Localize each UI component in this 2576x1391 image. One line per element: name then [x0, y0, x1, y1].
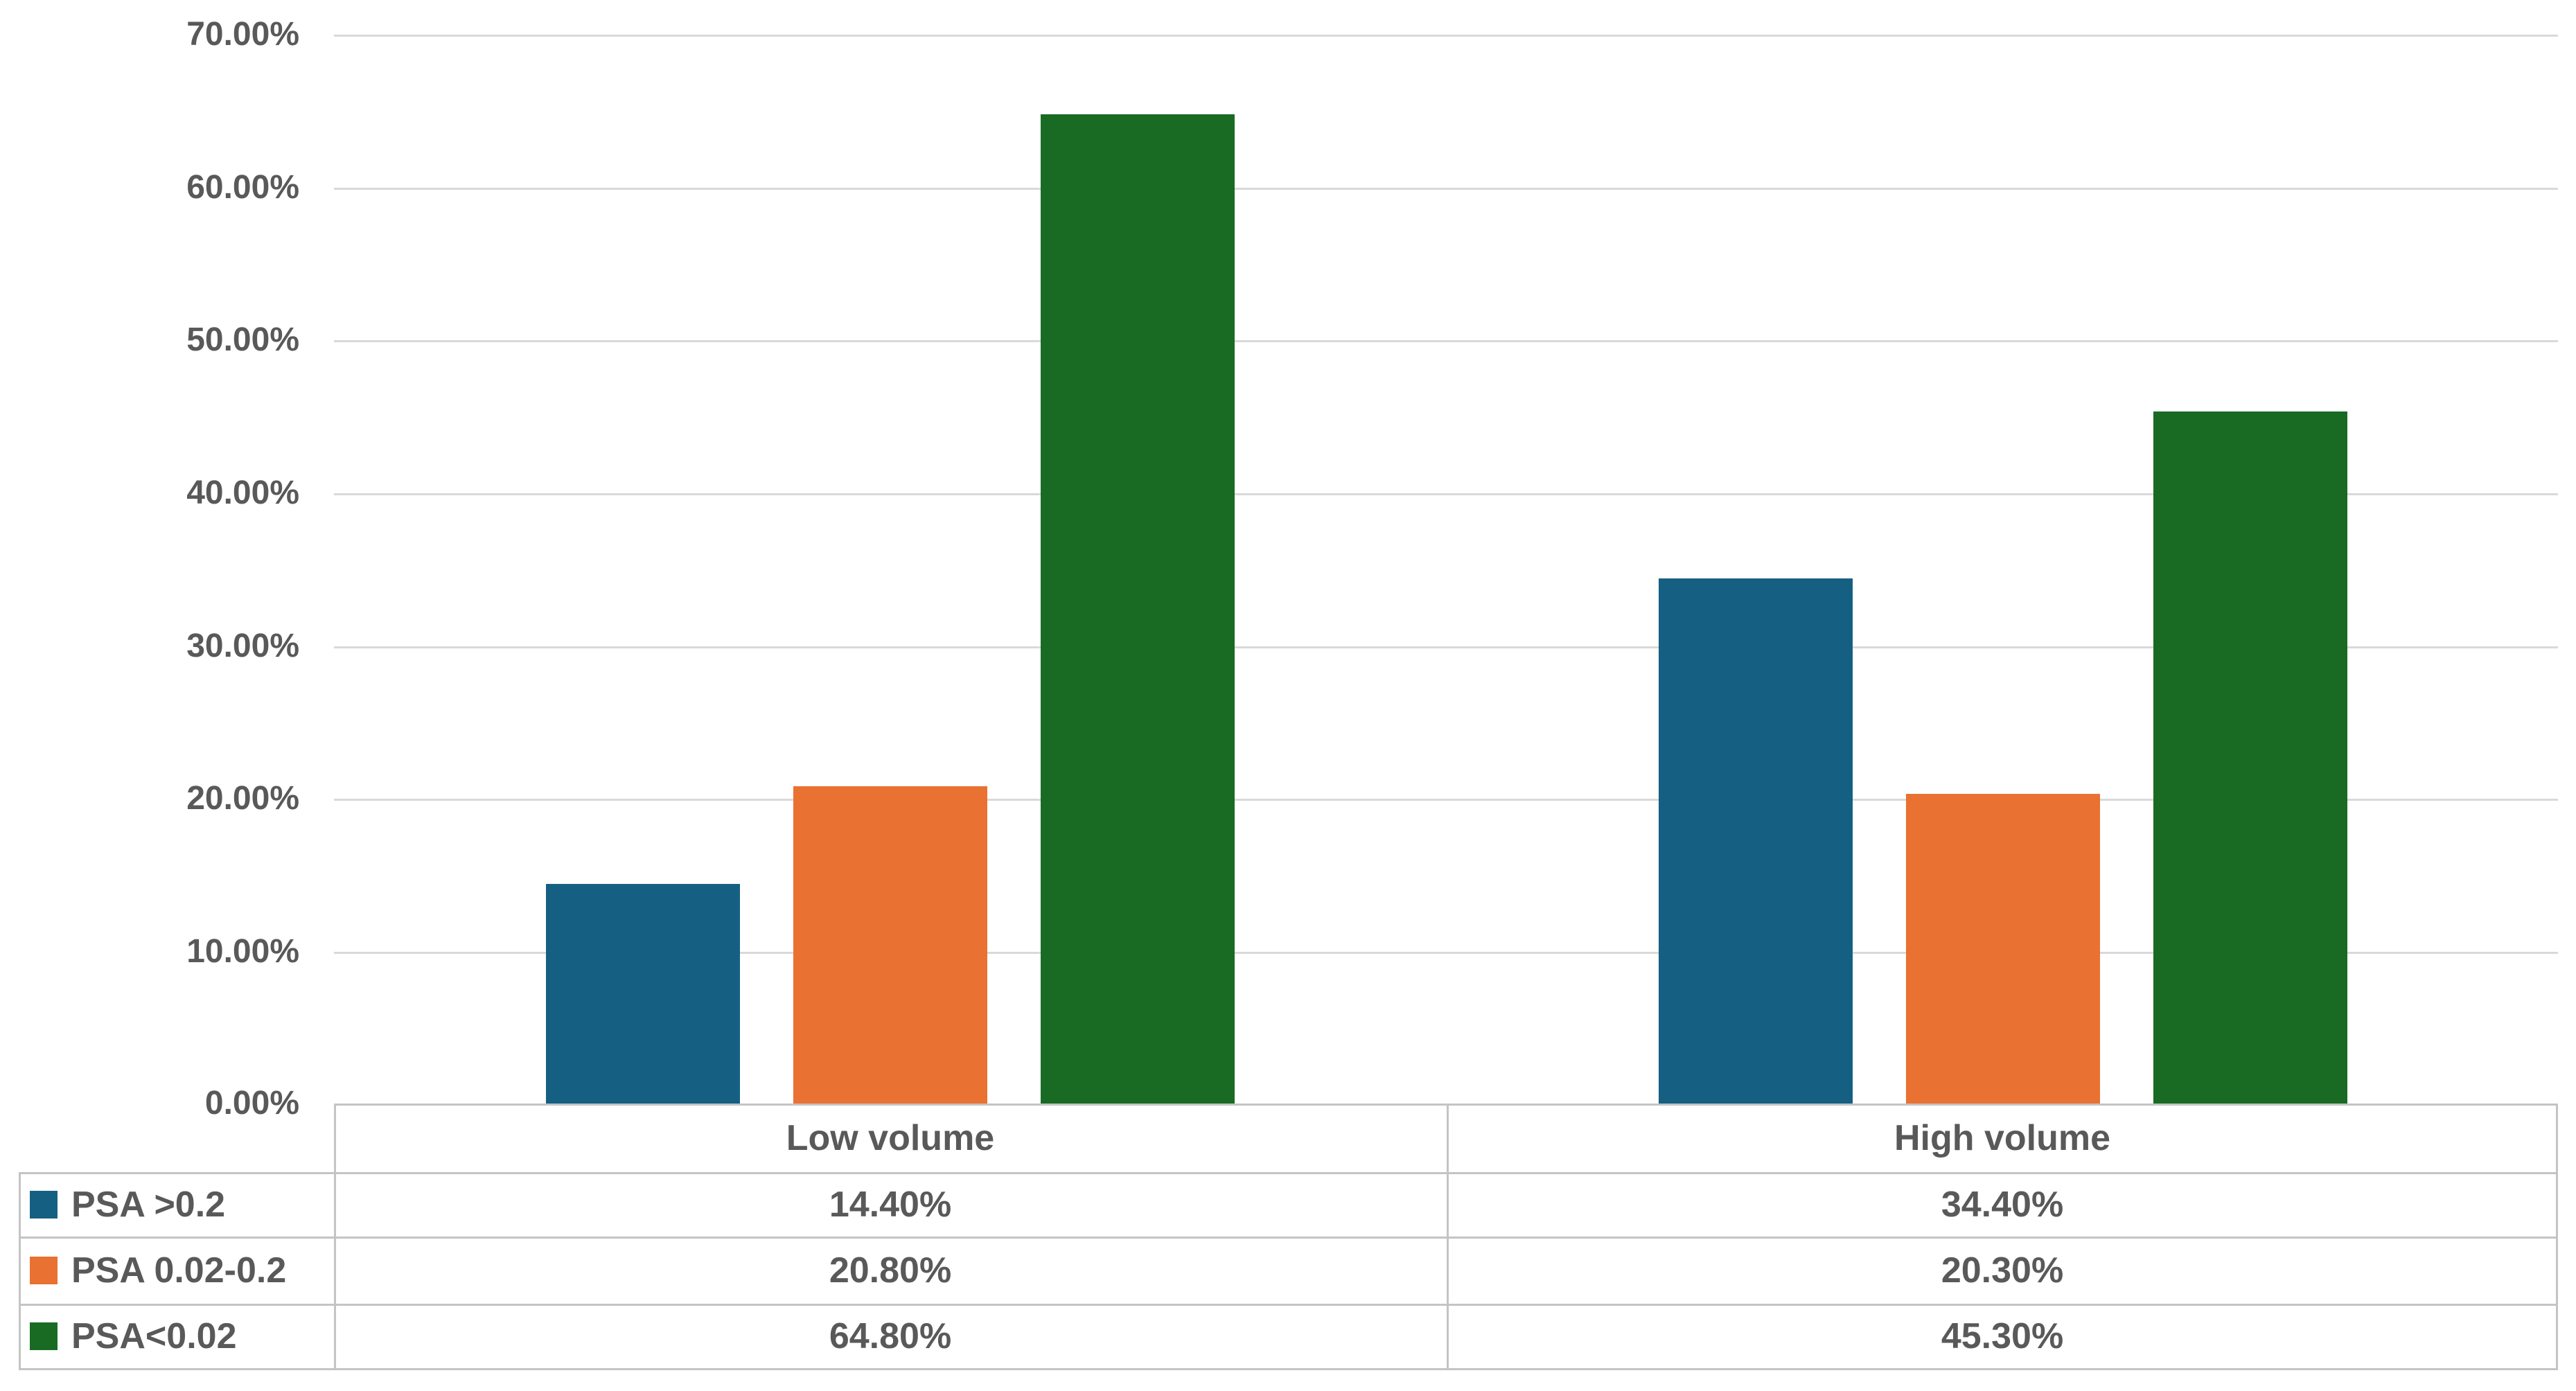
- cell-low-volume-psa-0-02-0-2: 20.80%: [829, 1250, 952, 1291]
- table-row-divider-1: [19, 1172, 2558, 1174]
- legend-row-psa-lt-0-02: PSA<0.02: [19, 1304, 334, 1368]
- gridline-10pct: [334, 952, 2558, 954]
- legend-row-psa-gt-0-2: PSA >0.2: [19, 1172, 334, 1237]
- table-row-divider-2: [19, 1237, 2558, 1239]
- bar-psa-lt-0-02-low-volume: [1041, 114, 1235, 1104]
- cell-high-volume-psa-lt-0-02: 45.30%: [1941, 1315, 2064, 1356]
- x-axis-line: [334, 1104, 2558, 1106]
- legend-label-psa-gt-0-2: PSA >0.2: [71, 1184, 226, 1225]
- gridline-60pct: [334, 188, 2558, 190]
- y-tick-20: 20.00%: [186, 780, 299, 817]
- gridline-30pct: [334, 646, 2558, 648]
- legend-row-psa-0-02-0-2: PSA 0.02-0.2: [19, 1237, 334, 1304]
- bar-psa-gt-0-2-high-volume: [1659, 578, 1853, 1104]
- gridline-40pct: [334, 493, 2558, 495]
- legend-swatch-psa-lt-0-02: [30, 1322, 58, 1350]
- bar-psa-0-02-0-2-low-volume: [793, 786, 987, 1104]
- cell-high-volume-psa-gt-0-2: 34.40%: [1941, 1184, 2064, 1225]
- bar-psa-lt-0-02-high-volume: [2153, 411, 2347, 1104]
- y-tick-40: 40.00%: [186, 475, 299, 511]
- legend-swatch-psa-gt-0-2: [30, 1190, 58, 1219]
- table-divider-categories: [1447, 1104, 1449, 1370]
- legend-swatch-psa-0-02-0-2: [30, 1256, 58, 1284]
- table-left-border: [19, 1172, 21, 1370]
- cell-high-volume-psa-0-02-0-2: 20.30%: [1941, 1250, 2064, 1291]
- y-tick-0: 0.00%: [204, 1085, 299, 1122]
- cell-low-volume-psa-gt-0-2: 14.40%: [829, 1184, 952, 1225]
- y-tick-60: 60.00%: [186, 169, 299, 206]
- legend-label-psa-lt-0-02: PSA<0.02: [71, 1315, 237, 1356]
- y-tick-30: 30.00%: [186, 628, 299, 664]
- bar-psa-gt-0-2-low-volume: [546, 884, 740, 1104]
- category-header-low-volume: Low volume: [786, 1117, 995, 1158]
- cell-low-volume-psa-lt-0-02: 64.80%: [829, 1315, 952, 1356]
- category-header-high-volume: High volume: [1894, 1117, 2111, 1158]
- bar-psa-0-02-0-2-high-volume: [1906, 794, 2100, 1104]
- gridline-50pct: [334, 340, 2558, 342]
- table-right-border: [2556, 1104, 2558, 1370]
- y-tick-10: 10.00%: [186, 933, 299, 970]
- gridline-20pct: [334, 799, 2558, 801]
- y-tick-70: 70.00%: [186, 16, 299, 53]
- table-divider-legend: [334, 1104, 336, 1370]
- table-row-divider-3: [19, 1304, 2558, 1306]
- legend-label-psa-0-02-0-2: PSA 0.02-0.2: [71, 1250, 287, 1291]
- gridline-70pct: [334, 35, 2558, 37]
- y-tick-50: 50.00%: [186, 321, 299, 358]
- table-bottom-border: [19, 1368, 2558, 1370]
